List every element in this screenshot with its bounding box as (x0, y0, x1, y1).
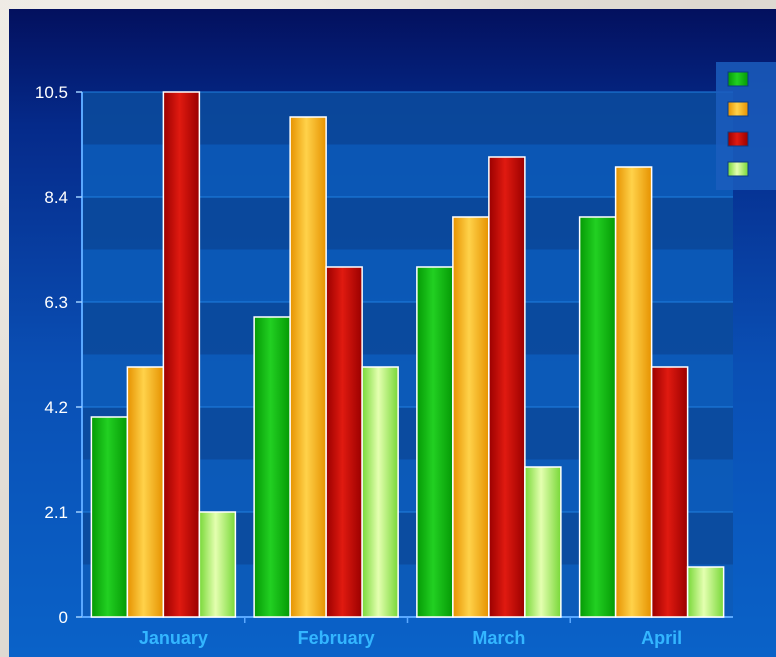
x-category-label: March (472, 628, 525, 648)
bar (253, 316, 291, 618)
legend-swatch (727, 131, 749, 147)
bar (126, 366, 165, 618)
y-tick-label: 4.2 (44, 398, 68, 417)
y-tick-label: 0 (59, 608, 68, 627)
y-axis-ticks: 0 2.1 4.2 6.3 8.4 10.5 (35, 83, 82, 627)
bar (524, 466, 562, 618)
x-category-label: April (641, 628, 682, 648)
legend-swatch (727, 71, 749, 87)
x-axis-labels: January February March April (139, 628, 682, 648)
legend-swatch (727, 161, 749, 177)
y-tick-label: 2.1 (44, 503, 68, 522)
bar (289, 116, 327, 618)
bar (361, 366, 399, 618)
bar (198, 511, 237, 618)
y-tick-label: 8.4 (44, 188, 68, 207)
bar (578, 216, 617, 618)
bar (162, 91, 201, 618)
bar (452, 216, 490, 618)
bar (325, 266, 363, 618)
bar (614, 166, 653, 618)
bar (90, 416, 129, 618)
bar (686, 566, 725, 618)
x-category-label: January (139, 628, 208, 648)
bar (650, 366, 689, 618)
bar (416, 266, 454, 618)
y-tick-label: 10.5 (35, 83, 68, 102)
bar (488, 156, 526, 618)
y-tick-label: 6.3 (44, 293, 68, 312)
bars (90, 91, 725, 623)
legend (716, 62, 776, 190)
legend-swatch (727, 101, 749, 117)
x-category-label: February (298, 628, 375, 648)
